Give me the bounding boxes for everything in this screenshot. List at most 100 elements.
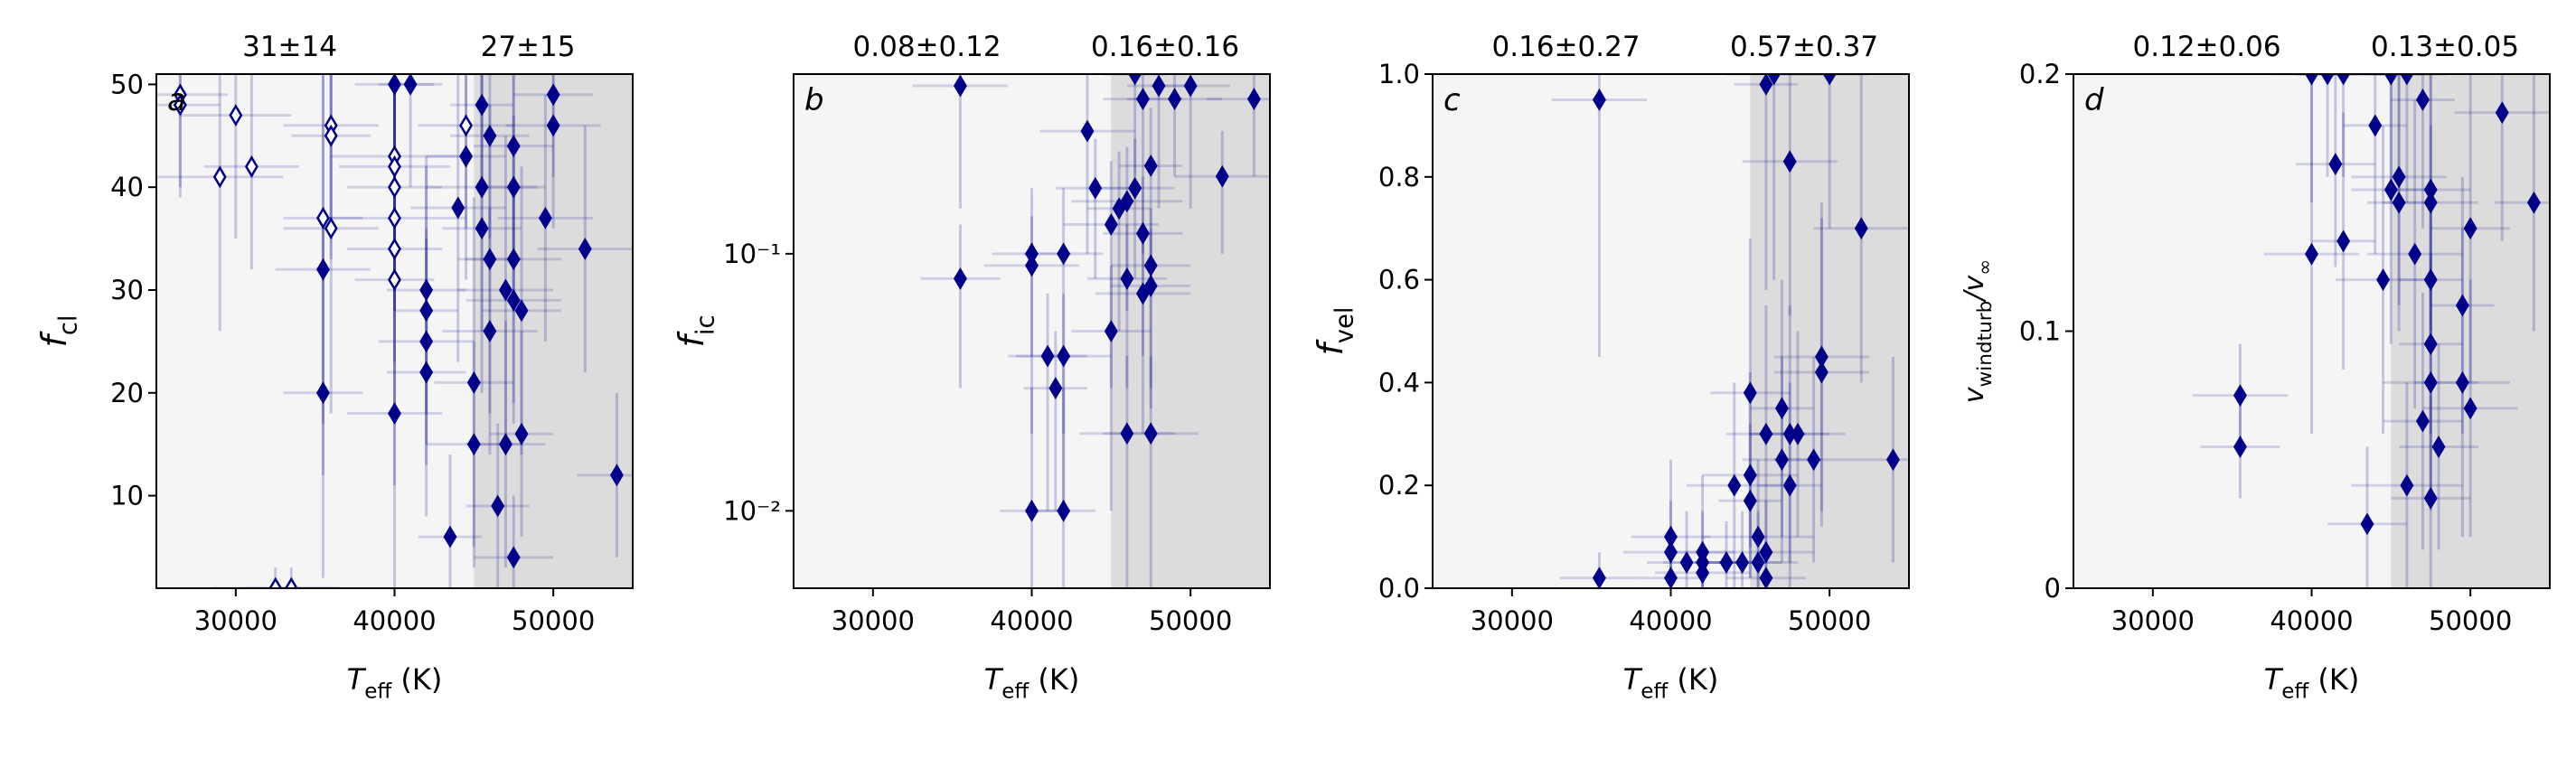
marker <box>466 433 481 456</box>
marker <box>459 114 474 137</box>
annotation: 0.08±0.12 <box>853 31 1001 63</box>
marker <box>1104 320 1118 342</box>
marker <box>1057 344 1071 368</box>
marker <box>475 217 489 240</box>
y-axis-label: fvel <box>1311 306 1359 355</box>
marker <box>1057 499 1071 522</box>
marker <box>1664 540 1678 564</box>
y-tick-label: 0.8 <box>1378 162 1420 192</box>
marker <box>2383 74 2398 86</box>
marker <box>1246 88 1261 111</box>
plot-area <box>2192 74 2550 588</box>
marker <box>1136 88 1150 111</box>
y-tick-label: 0.4 <box>1378 367 1420 398</box>
y-tick-label: 20 <box>110 378 144 408</box>
marker <box>953 74 967 98</box>
label-part: ic <box>691 314 719 335</box>
marker <box>2320 74 2335 86</box>
x-tick-label: 50000 <box>1149 605 1232 636</box>
x-tick-label: 50000 <box>512 605 595 636</box>
marker <box>514 299 529 323</box>
marker <box>284 576 298 588</box>
marker <box>1727 473 1742 497</box>
marker <box>1136 282 1150 305</box>
marker <box>2423 486 2438 510</box>
x-axis-label: Teff (K) <box>347 662 443 704</box>
marker <box>2336 230 2351 253</box>
annotation: 0.13±0.05 <box>2371 31 2519 63</box>
marker <box>1592 567 1606 588</box>
marker <box>2233 384 2247 408</box>
marker <box>388 238 401 260</box>
marker <box>1592 89 1606 111</box>
x-tick-label: 30000 <box>194 605 277 636</box>
label-part: eff <box>364 680 392 704</box>
label-part: T <box>984 662 1004 697</box>
y-tick-label: 30 <box>110 275 144 305</box>
marker <box>315 381 330 405</box>
marker <box>1775 397 1789 420</box>
marker <box>1814 361 1829 384</box>
marker <box>1088 176 1103 200</box>
x-axis-label: Teff (K) <box>2264 662 2360 704</box>
marker <box>173 93 187 117</box>
marker <box>1040 344 1055 368</box>
marker <box>1751 551 1765 574</box>
marker <box>2360 512 2374 536</box>
marker <box>2423 268 2438 292</box>
marker <box>1183 74 1198 98</box>
marker <box>506 175 521 199</box>
label-part: windturb <box>1974 301 1997 388</box>
marker <box>1025 499 1039 522</box>
plot-area <box>912 74 1270 588</box>
y-tick-label: 0.6 <box>1378 265 1420 295</box>
marker <box>315 258 330 281</box>
marker <box>1679 551 1694 574</box>
y-axis-label: vwindturb/v∞ <box>1959 259 1997 403</box>
marker <box>388 268 401 292</box>
marker <box>491 494 505 518</box>
label-part: T <box>1623 662 1643 697</box>
marker <box>229 104 243 126</box>
marker <box>1025 254 1039 277</box>
marker <box>388 155 401 178</box>
marker <box>2368 114 2383 137</box>
y-tick-label: 10⁻¹ <box>723 239 781 269</box>
marker <box>2376 268 2391 292</box>
marker <box>1743 489 1757 512</box>
label-part: eff <box>2281 680 2309 704</box>
marker <box>2416 409 2430 433</box>
annotation: 0.16±0.16 <box>1091 31 1239 63</box>
y-axis-label: fcl <box>34 314 82 347</box>
marker <box>419 278 434 302</box>
marker <box>1136 221 1150 245</box>
marker <box>268 576 283 588</box>
marker <box>2423 191 2438 214</box>
x-axis-label: Teff (K) <box>1623 662 1719 704</box>
marker <box>1143 254 1158 277</box>
marker <box>1057 242 1071 266</box>
x-axis-label: Teff (K) <box>984 662 1080 704</box>
marker <box>506 288 521 312</box>
marker <box>609 464 624 487</box>
marker <box>324 124 338 147</box>
marker <box>1120 422 1134 445</box>
label-part: (K) <box>1668 662 1718 697</box>
marker <box>2455 370 2469 394</box>
label-part: (K) <box>1029 662 1079 697</box>
label-part: /v <box>1959 275 1990 304</box>
plot-area <box>156 74 633 588</box>
label-part: vel <box>1330 306 1359 343</box>
marker <box>212 165 227 189</box>
y-tick-label: 0 <box>2045 573 2061 604</box>
marker <box>451 196 465 220</box>
marker <box>2392 191 2406 214</box>
marker <box>459 145 474 168</box>
shaded-region <box>1111 74 1270 588</box>
x-tick-label: 30000 <box>2111 605 2195 636</box>
label-part: eff <box>1641 680 1669 704</box>
marker <box>1112 197 1126 220</box>
marker <box>419 299 434 323</box>
marker <box>466 370 481 394</box>
